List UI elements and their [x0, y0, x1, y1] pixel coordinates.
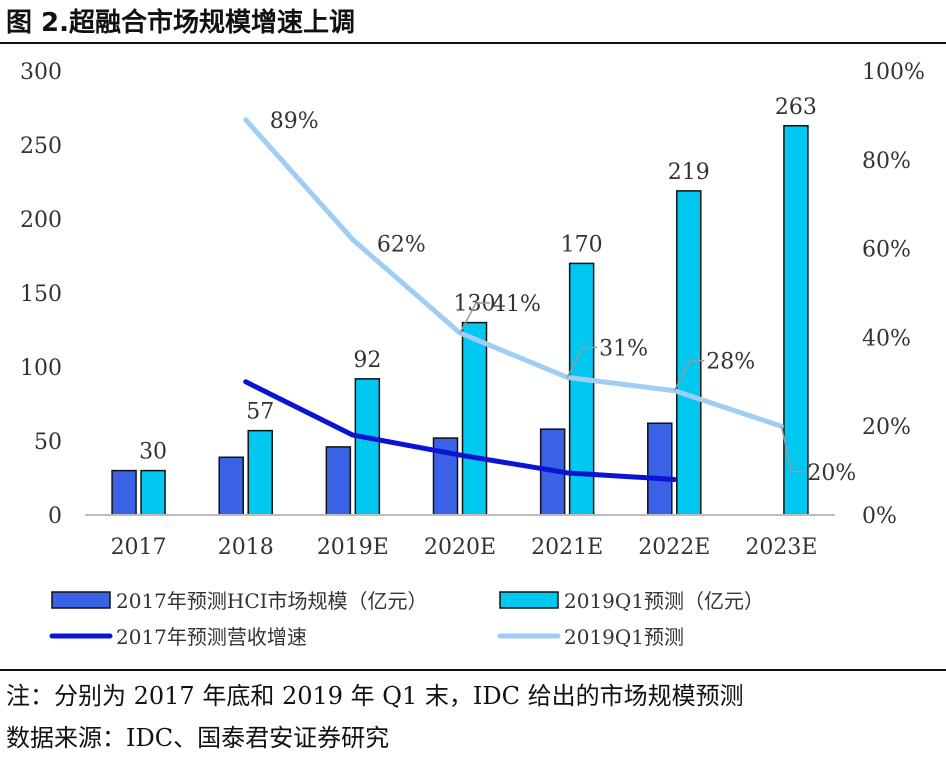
y-left-tick-label-300: 300	[20, 60, 62, 85]
x-tick-label-2019E: 2019E	[317, 535, 389, 560]
x-tick-label-2018: 2018	[218, 535, 274, 560]
bar-2019q1-forecast-2019E	[354, 378, 381, 516]
legend-label: 2017年预测营收增速	[116, 625, 307, 649]
y-right-tick-label-20%: 20%	[862, 415, 911, 440]
y-right-tick-label-100%: 100%	[862, 60, 925, 85]
y-right-tick-label-40%: 40%	[862, 326, 911, 351]
chart-title: 图 2.超融合市场规模增速上调	[6, 8, 356, 38]
bar-2017-forecast-2017	[111, 469, 137, 516]
line-value-label-2020E: 41%	[492, 292, 541, 317]
legend-item-2019q1-market: 2019Q1预测（亿元）	[499, 589, 764, 613]
legend-item-2017-growth: 2017年预测营收增速	[49, 625, 307, 649]
legend-label: 2017年预测HCI市场规模（亿元）	[116, 589, 428, 613]
chart-note: 注：分别为 2017 年底和 2019 年 Q1 末，IDC 给出的市场规模预测	[6, 682, 744, 710]
bar-2019q1-forecast-2018	[247, 429, 273, 516]
legend-swatch	[499, 591, 559, 609]
axes-layer: 2017 2018 2019E 2020E 2021E 2022E 2023E 0 50 100 1…	[20, 60, 925, 560]
data-source: 数据来源：IDC、国泰君安证券研究	[6, 724, 390, 752]
legend-label: 2019Q1预测	[564, 625, 684, 649]
bar-2017-forecast-2019E	[325, 446, 352, 516]
x-tick-label-2017: 2017	[111, 535, 167, 560]
y-left-tick-label-100: 100	[20, 356, 62, 381]
bar-2019q1-forecast-2021E	[568, 262, 595, 516]
bar-value-label-2017: 30	[139, 440, 167, 465]
y-right-tick-label-80%: 80%	[862, 149, 911, 174]
line-2019q1-forecast-growth	[243, 117, 784, 429]
y-right-tick-label-0%: 0%	[862, 504, 897, 529]
bar-2019q1-forecast-2020E	[461, 321, 488, 516]
line-value-label-2019E: 62%	[377, 233, 426, 258]
y-right-tick-label-60%: 60%	[862, 238, 911, 263]
y-left-tick-label-0: 0	[48, 504, 62, 529]
line-value-label-2021E: 31%	[599, 336, 648, 361]
y-left-tick-label-150: 150	[20, 282, 62, 307]
legend-label: 2019Q1预测（亿元）	[564, 589, 764, 613]
bar-2017-forecast-2022E	[647, 422, 673, 516]
y-left-tick-label-250: 250	[20, 134, 62, 159]
bar-value-label-2020E: 130	[454, 292, 496, 317]
x-tick-label-2020E: 2020E	[424, 535, 496, 560]
x-tick-label-2022E: 2022E	[638, 535, 710, 560]
y-left-tick-label-50: 50	[34, 430, 62, 455]
title-divider	[0, 42, 946, 44]
y-left-tick-label-200: 200	[20, 208, 62, 233]
line-2017-revenue-growth	[243, 379, 677, 482]
leader-line-2020E	[459, 302, 490, 334]
x-tick-label-2021E: 2021E	[531, 535, 603, 560]
leader-line-2022E	[673, 359, 705, 392]
line-value-label-2023E: 20%	[807, 461, 856, 486]
footer-divider	[0, 669, 946, 671]
leader-line-2023E	[780, 426, 806, 472]
bar-value-label-2021E: 170	[561, 232, 603, 257]
bar-value-label-2019E: 92	[353, 348, 381, 373]
bar-2019q1-forecast-2022E	[676, 190, 702, 516]
data-labels-layer: 30 57 92 130 170 219 263 89% 62% 41% 31% 28% 20%	[139, 95, 856, 486]
line-value-label-2022E: 28%	[706, 350, 755, 375]
lines-layer	[243, 117, 784, 482]
line-value-label-2018: 89%	[270, 109, 319, 134]
legend: 2017年预测HCI市场规模（亿元） 2019Q1预测（亿元） 2017年预测营收增…	[49, 589, 764, 649]
bar-value-label-2022E: 219	[668, 160, 710, 185]
leader-line-2021E	[566, 346, 598, 378]
chart-canvas: 2017 2018 2019E 2020E 2021E 2022E 2023E 0 50 100 1…	[20, 60, 925, 649]
bar-2019q1-forecast-2017	[140, 469, 166, 516]
bar-2017-forecast-2018	[218, 456, 244, 516]
x-tick-label-2023E: 2023E	[745, 535, 817, 560]
legend-item-2019q1-growth: 2019Q1预测	[497, 625, 684, 649]
bar-value-label-2023E: 263	[775, 95, 817, 120]
legend-swatch	[51, 591, 111, 609]
legend-item-2017-hci-market: 2017年预测HCI市场规模（亿元）	[51, 589, 428, 613]
bar-value-label-2018: 57	[246, 400, 274, 425]
